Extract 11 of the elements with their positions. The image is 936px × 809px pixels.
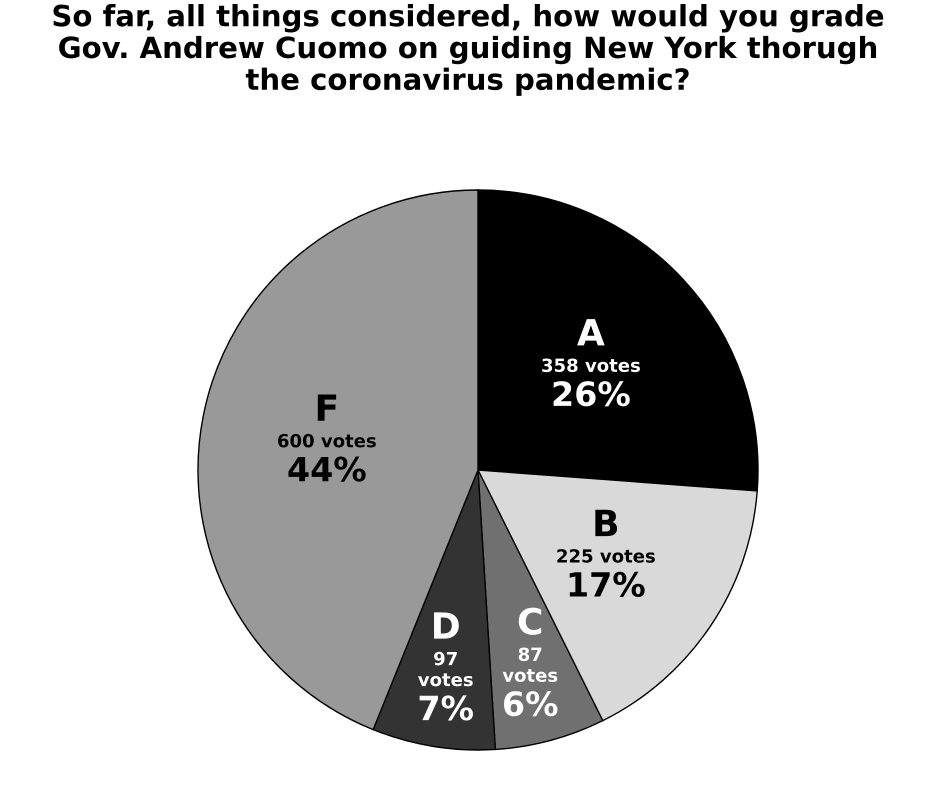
data-label: 225 votes 17%: [557, 549, 655, 597]
data-label: 600 votes 44%: [278, 434, 376, 482]
slice-label: D: [434, 612, 459, 639]
data-label: 97 votes 7%: [418, 652, 473, 721]
slice-label: C: [518, 608, 542, 635]
chart-title: So far, all things considered, how would you grade Gov. Andrew Cuomo on guiding New York thorugh the coronavirus pandemic?: [53, 4, 884, 96]
slice-label: B: [595, 510, 618, 536]
data-label: 358 votes 26%: [542, 358, 640, 406]
data-label: 87 votes 6%: [502, 647, 558, 716]
slice-label: A: [577, 319, 605, 346]
slice-label: F: [318, 394, 336, 421]
